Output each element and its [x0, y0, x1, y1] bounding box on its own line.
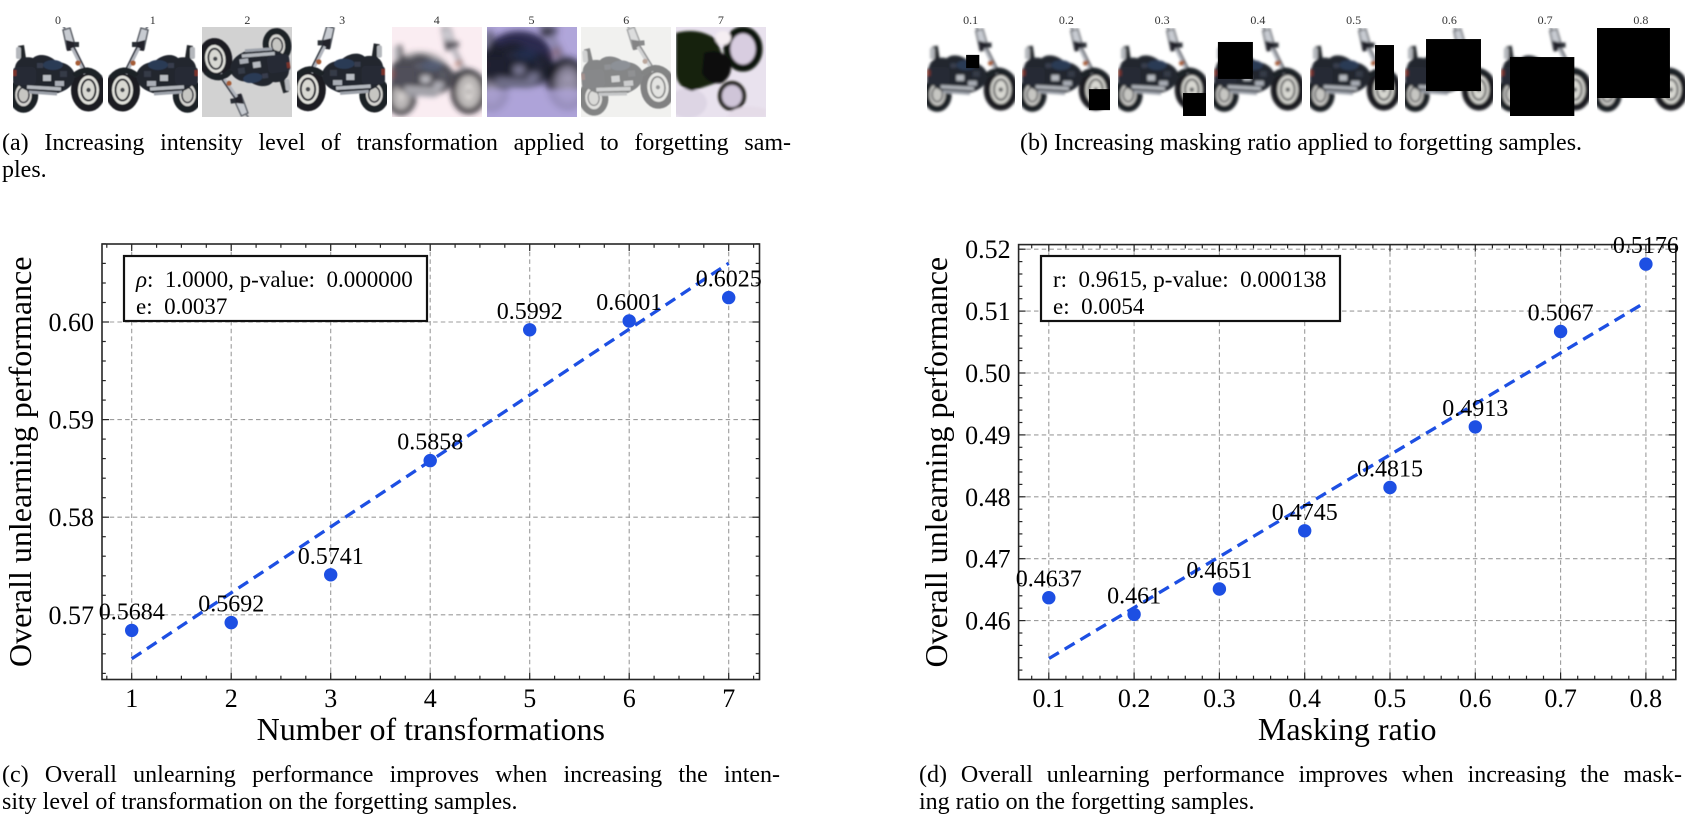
- svg-text:0.4815: 0.4815: [1357, 457, 1423, 483]
- svg-text:0.5741: 0.5741: [298, 544, 364, 570]
- svg-text:0.4637: 0.4637: [1016, 567, 1082, 593]
- svg-text:3: 3: [324, 684, 337, 713]
- svg-text:0.5: 0.5: [1374, 684, 1407, 713]
- svg-text:0.60: 0.60: [49, 308, 95, 337]
- svg-text:ρ: 1.0000, p-value: 0.000000: ρ: 1.0000, p-value: 0.000000: [135, 267, 413, 292]
- svg-text:0.4913: 0.4913: [1442, 396, 1508, 422]
- svg-text:0.48: 0.48: [965, 483, 1011, 512]
- svg-text:0.6025: 0.6025: [696, 267, 762, 293]
- svg-text:0.47: 0.47: [965, 545, 1011, 574]
- svg-text:0.57: 0.57: [49, 601, 95, 630]
- svg-text:0.6: 0.6: [1459, 684, 1492, 713]
- svg-text:0.5176: 0.5176: [1613, 233, 1679, 259]
- svg-text:0.51: 0.51: [965, 297, 1011, 326]
- svg-text:0.7: 0.7: [1544, 684, 1577, 713]
- svg-text:Overall unlearning performance: Overall unlearning performance: [2, 257, 38, 667]
- svg-text:0.4: 0.4: [1288, 684, 1321, 713]
- svg-text:6: 6: [623, 684, 636, 713]
- svg-text:0.58: 0.58: [49, 503, 95, 532]
- svg-text:e: 0.0054: e: 0.0054: [1053, 294, 1145, 319]
- svg-text:0.5684: 0.5684: [99, 599, 165, 625]
- svg-text:Number of transformations: Number of transformations: [257, 711, 605, 747]
- svg-text:1: 1: [125, 684, 138, 713]
- svg-text:0.1: 0.1: [1033, 684, 1066, 713]
- svg-text:0.50: 0.50: [965, 359, 1011, 388]
- svg-text:r: 0.9615, p-value: 0.000138: r: 0.9615, p-value: 0.000138: [1053, 267, 1326, 292]
- svg-text:2: 2: [225, 684, 238, 713]
- svg-text:7: 7: [722, 684, 735, 713]
- svg-text:0.5692: 0.5692: [198, 592, 264, 618]
- svg-text:0.5858: 0.5858: [397, 430, 463, 456]
- svg-text:0.59: 0.59: [49, 406, 95, 435]
- svg-text:0.4745: 0.4745: [1272, 500, 1338, 526]
- svg-text:0.2: 0.2: [1118, 684, 1151, 713]
- svg-text:0.8: 0.8: [1630, 684, 1663, 713]
- svg-text:5: 5: [523, 684, 536, 713]
- svg-text:0.49: 0.49: [965, 421, 1011, 450]
- svg-text:0.461: 0.461: [1107, 583, 1161, 609]
- svg-text:Overall unlearning performance: Overall unlearning performance: [918, 257, 954, 667]
- svg-text:4: 4: [424, 684, 437, 713]
- svg-text:e: 0.0037: e: 0.0037: [136, 294, 227, 319]
- svg-text:0.52: 0.52: [965, 235, 1011, 264]
- svg-text:Masking ratio: Masking ratio: [1258, 711, 1437, 747]
- svg-text:0.4651: 0.4651: [1186, 558, 1252, 584]
- svg-text:0.5067: 0.5067: [1528, 301, 1594, 327]
- svg-text:0.6001: 0.6001: [596, 290, 662, 316]
- svg-text:0.5992: 0.5992: [497, 299, 563, 325]
- svg-text:0.46: 0.46: [965, 607, 1011, 636]
- svg-text:0.3: 0.3: [1203, 684, 1236, 713]
